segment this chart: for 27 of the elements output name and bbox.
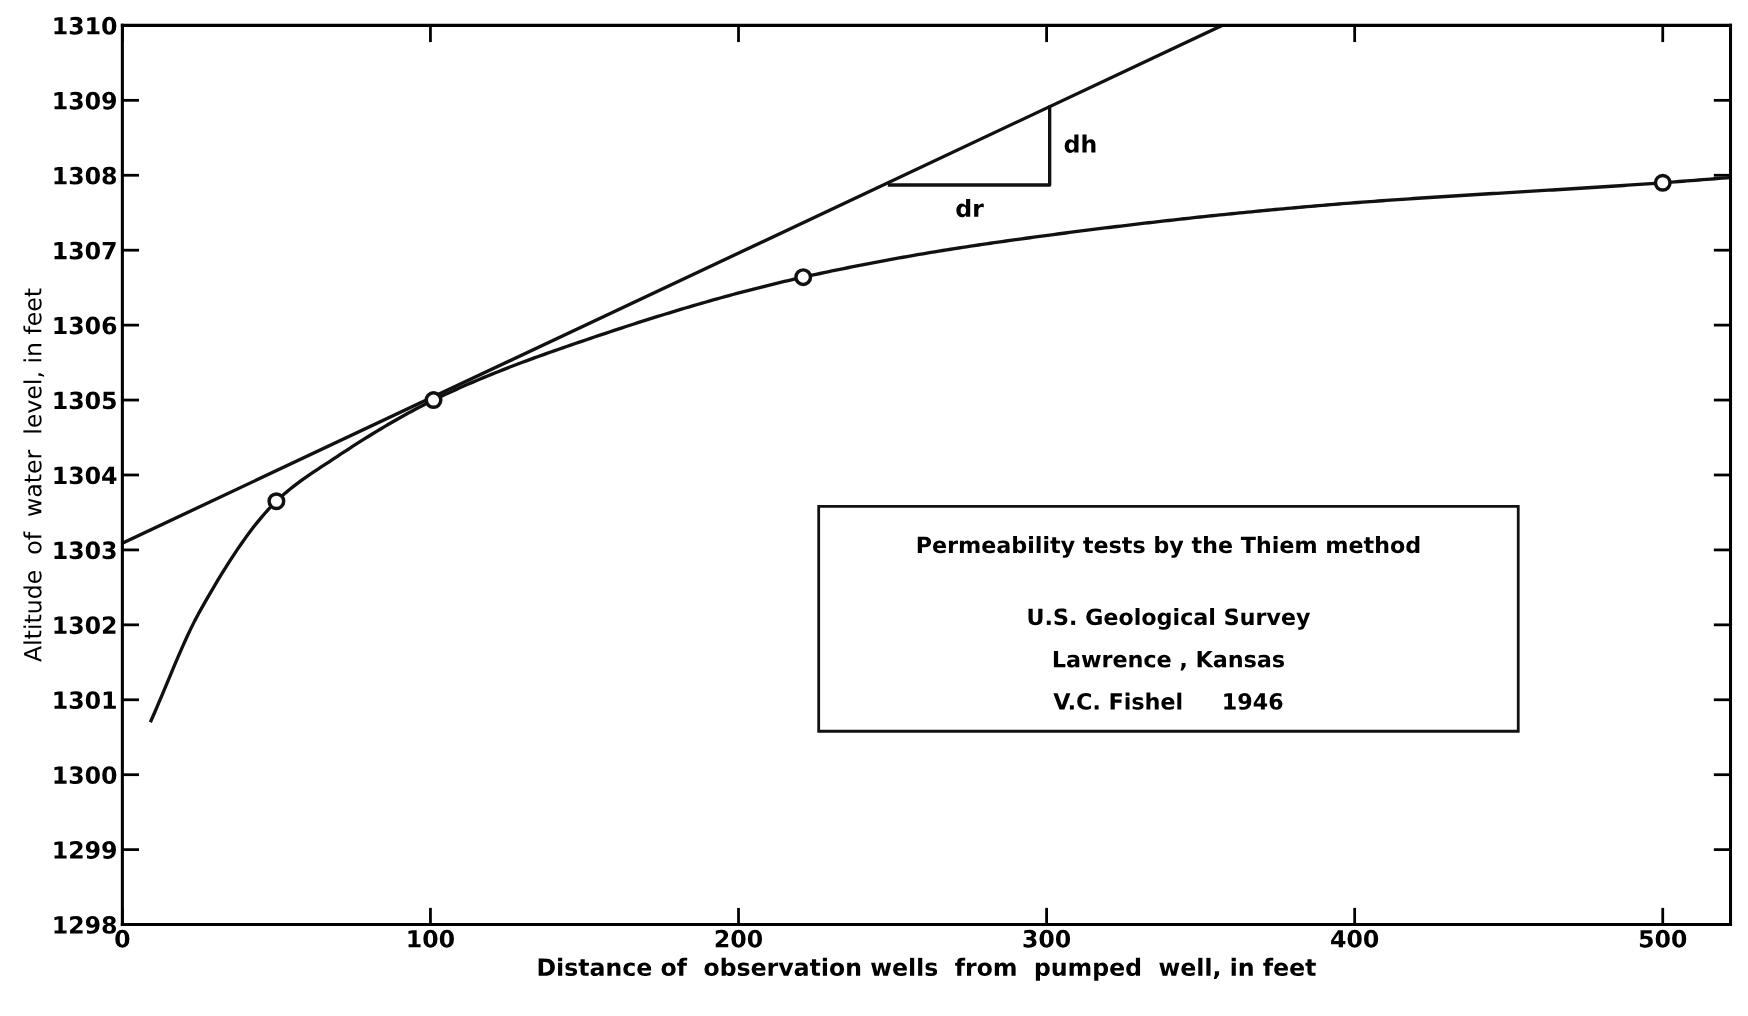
annotation: dr [956,198,984,218]
annotation: Lawrence , Kansas [1053,651,1285,671]
annotation: dh [1064,134,1096,153]
y-tick-label: 1307 [54,241,116,260]
y-tick-label: 1306 [54,316,117,335]
x-axis-title: Distance of observation wells from pumped well, in feet [538,957,1316,981]
annotation: V.C. Fishel 1946 [1053,692,1283,710]
y-tick-label: 1310 [54,16,117,35]
y-tick-label: 1308 [54,166,117,185]
y-axis-title: Altitude of water level, in feet [23,288,45,662]
y-tick-label: 1299 [54,841,116,859]
y-tick-label: 1302 [54,616,116,635]
annotation: Permeability tests by the Thiem method [917,536,1420,558]
x-tick-label: 500 [1639,929,1687,948]
x-tick-label: 300 [1023,929,1071,948]
y-tick-label: 1298 [54,916,117,934]
y-tick-label: 1301 [54,691,116,710]
y-tick-label: 1304 [54,466,117,485]
annotation: U.S. Geological Survey [1028,608,1311,630]
y-tick-label: 1309 [54,91,116,110]
y-tick-label: 1305 [54,391,116,410]
x-tick-label: 200 [715,929,763,948]
x-tick-label: 0 [115,929,130,948]
y-tick-label: 1303 [54,541,116,560]
y-tick-label: 1300 [54,766,117,785]
x-tick-label: 400 [1331,929,1379,948]
x-tick-label: 100 [408,929,454,948]
